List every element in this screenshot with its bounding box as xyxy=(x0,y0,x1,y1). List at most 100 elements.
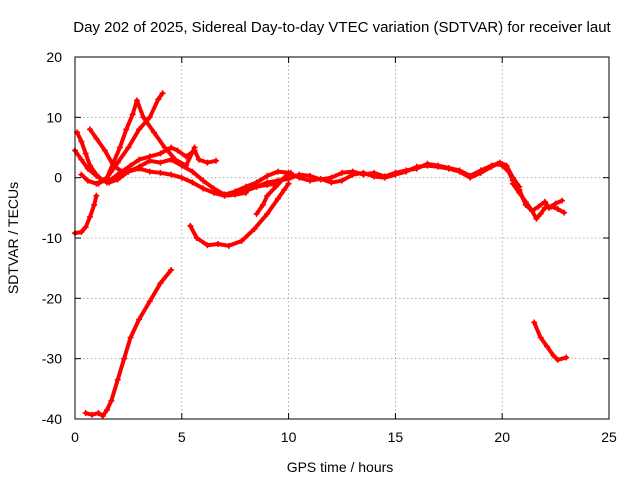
data-point-marker xyxy=(146,298,153,305)
data-point-marker xyxy=(535,203,542,210)
y-tick-label: -10 xyxy=(42,230,62,246)
y-tick-label: 10 xyxy=(46,109,62,125)
data-point-marker xyxy=(95,180,102,187)
data-point-marker xyxy=(264,179,271,186)
grid-lines xyxy=(75,57,609,419)
y-tick-label: 0 xyxy=(54,170,62,186)
data-point-marker xyxy=(546,204,553,211)
data-point-marker xyxy=(104,174,111,181)
data-point-marker xyxy=(157,150,164,157)
data-point-marker xyxy=(136,156,143,163)
data-point-marker xyxy=(537,210,544,217)
data-point-marker xyxy=(78,228,85,235)
data-point-marker xyxy=(371,169,378,176)
data-point-marker xyxy=(253,210,260,217)
data-point-marker xyxy=(259,201,266,208)
x-tick-label: 0 xyxy=(71,429,79,445)
data-point-marker xyxy=(114,376,121,383)
x-axis-label: GPS time / hours xyxy=(287,459,394,475)
data-point-marker xyxy=(136,165,143,172)
data-point-marker xyxy=(238,238,245,245)
data-point-marker xyxy=(187,222,194,229)
data-point-marker xyxy=(264,192,271,199)
data-point-marker xyxy=(86,162,93,169)
series-line xyxy=(88,127,218,174)
data-point-marker xyxy=(212,157,219,164)
data-point-marker xyxy=(183,153,190,160)
plot-frame xyxy=(74,56,610,420)
data-point-marker xyxy=(146,114,153,121)
data-point-marker xyxy=(157,280,164,287)
x-tick-label: 20 xyxy=(494,429,510,445)
data-point-marker xyxy=(516,186,523,193)
data-point-marker xyxy=(200,177,207,184)
data-point-marker xyxy=(554,356,561,363)
data-point-marker xyxy=(467,172,474,179)
data-point-marker xyxy=(497,159,504,166)
data-point-marker xyxy=(509,180,516,187)
data-point-marker xyxy=(86,213,93,220)
data-point-marker xyxy=(118,168,125,175)
data-point-marker xyxy=(178,174,185,181)
data-point-marker xyxy=(123,126,130,133)
data-point-marker xyxy=(159,90,166,97)
data-point-marker xyxy=(127,334,134,341)
data-point-marker xyxy=(172,156,179,163)
data-point-marker xyxy=(86,126,93,133)
data-point-marker xyxy=(78,138,85,145)
data-point-marker xyxy=(95,409,102,416)
data-point-marker xyxy=(78,156,85,163)
series-arc-14 xyxy=(531,319,570,363)
series-arc-2 xyxy=(74,129,249,199)
data-point-marker xyxy=(189,168,196,175)
data-point-marker xyxy=(168,144,175,151)
data-point-marker xyxy=(477,167,484,174)
data-point-marker xyxy=(328,174,335,181)
data-point-marker xyxy=(392,169,399,176)
data-point-marker xyxy=(84,177,91,184)
data-point-marker xyxy=(339,177,345,184)
series-arc-5 xyxy=(95,97,198,187)
y-tick-label: -30 xyxy=(42,351,62,367)
data-point-marker xyxy=(253,183,260,190)
series-line xyxy=(79,91,165,186)
y-tick-label: 20 xyxy=(46,49,62,65)
data-point-marker xyxy=(104,406,111,413)
data-point-marker xyxy=(168,266,175,273)
chart-title: Day 202 of 2025, Sidereal Day-to-day VTE… xyxy=(73,19,611,36)
x-tick-label: 5 xyxy=(178,429,186,445)
data-point-marker xyxy=(281,186,288,193)
data-point-marker xyxy=(195,156,202,163)
y-tick-label: -40 xyxy=(42,411,62,427)
data-point-marker xyxy=(445,165,452,172)
data-point-marker xyxy=(317,176,324,183)
data-point-marker xyxy=(381,173,388,180)
data-point-marker xyxy=(251,225,258,232)
data-series xyxy=(72,90,570,419)
data-point-marker xyxy=(157,159,164,166)
data-point-marker xyxy=(114,176,121,183)
data-point-marker xyxy=(204,159,211,166)
data-point-marker xyxy=(456,167,463,174)
data-point-marker xyxy=(157,169,164,176)
data-point-marker xyxy=(413,165,420,172)
data-point-marker xyxy=(296,171,303,178)
series-line xyxy=(254,170,293,216)
data-point-marker xyxy=(82,409,89,416)
x-tick-label: 10 xyxy=(281,429,297,445)
data-point-marker xyxy=(272,183,279,190)
data-point-marker xyxy=(151,129,158,136)
data-point-marker xyxy=(136,316,143,323)
data-point-marker xyxy=(125,144,132,151)
x-tick-label: 25 xyxy=(601,429,617,445)
data-point-marker xyxy=(541,198,548,205)
data-point-marker xyxy=(129,111,136,118)
x-tick-label: 15 xyxy=(388,429,404,445)
data-point-marker xyxy=(110,159,117,166)
y-tick-label: -20 xyxy=(42,290,62,306)
data-point-marker xyxy=(274,195,281,202)
data-point-marker xyxy=(550,352,557,359)
series-arc-6 xyxy=(187,180,292,249)
data-point-marker xyxy=(563,354,570,361)
